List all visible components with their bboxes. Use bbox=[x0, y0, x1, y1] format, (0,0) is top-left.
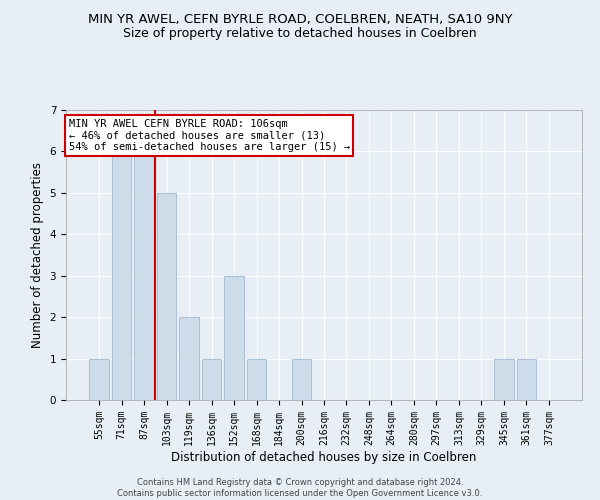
Text: MIN YR AWEL, CEFN BYRLE ROAD, COELBREN, NEATH, SA10 9NY: MIN YR AWEL, CEFN BYRLE ROAD, COELBREN, … bbox=[88, 12, 512, 26]
Bar bbox=[112, 152, 131, 400]
Bar bbox=[134, 152, 154, 400]
Bar bbox=[224, 276, 244, 400]
Text: MIN YR AWEL CEFN BYRLE ROAD: 106sqm
← 46% of detached houses are smaller (13)
54: MIN YR AWEL CEFN BYRLE ROAD: 106sqm ← 46… bbox=[68, 118, 350, 152]
Bar bbox=[517, 358, 536, 400]
Text: Size of property relative to detached houses in Coelbren: Size of property relative to detached ho… bbox=[123, 28, 477, 40]
Bar bbox=[247, 358, 266, 400]
Bar bbox=[179, 317, 199, 400]
Bar bbox=[292, 358, 311, 400]
Bar bbox=[157, 193, 176, 400]
Bar bbox=[494, 358, 514, 400]
Y-axis label: Number of detached properties: Number of detached properties bbox=[31, 162, 44, 348]
Bar bbox=[202, 358, 221, 400]
Text: Contains HM Land Registry data © Crown copyright and database right 2024.
Contai: Contains HM Land Registry data © Crown c… bbox=[118, 478, 482, 498]
X-axis label: Distribution of detached houses by size in Coelbren: Distribution of detached houses by size … bbox=[172, 450, 476, 464]
Bar bbox=[89, 358, 109, 400]
